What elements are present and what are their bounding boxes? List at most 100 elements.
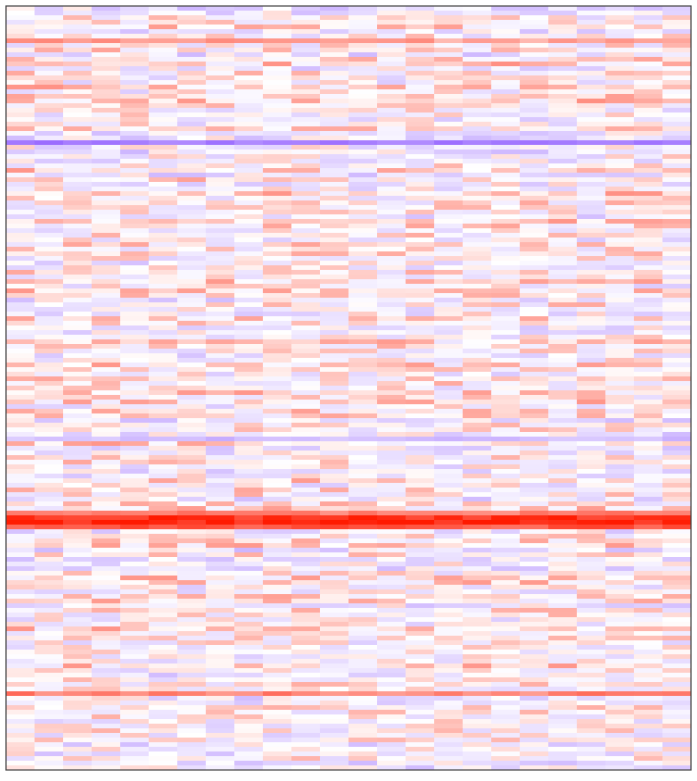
heatmap-cell [605,621,635,627]
heatmap-cell [177,209,207,215]
heatmap-cell [319,385,349,391]
heatmap-cell [633,339,663,345]
heatmap-cell [462,288,492,294]
heatmap-cell [605,84,635,90]
heatmap-cell [548,478,578,484]
heatmap-cell [234,325,264,331]
heatmap-cell [148,682,178,688]
heatmap-cell [405,200,435,206]
heatmap-cell [177,723,207,729]
heatmap-cell [662,557,692,563]
heatmap-cell [291,418,321,424]
heatmap-cell [34,256,64,262]
heatmap-cell [519,163,549,169]
heatmap-cell [462,700,492,706]
heatmap-cell [91,214,121,220]
heatmap-cell [576,89,606,95]
heatmap-cell [348,751,378,757]
heatmap-cell [434,658,464,664]
heatmap-cell [291,140,321,146]
heatmap-cell [491,607,521,613]
heatmap-cell [205,47,235,53]
heatmap-cell [519,515,549,521]
heatmap-cell [548,344,578,350]
heatmap-cell [462,473,492,479]
heatmap-cell [262,529,292,535]
heatmap-cell [34,455,64,461]
heatmap-cell [319,455,349,461]
heatmap-cell [576,649,606,655]
heatmap-cell [434,75,464,81]
heatmap-cell [91,557,121,563]
heatmap-cell [120,89,150,95]
heatmap-cell [6,376,35,382]
heatmap-cell [491,557,521,563]
heatmap-cell [91,93,121,100]
heatmap-cell [434,316,464,322]
heatmap-cell [262,580,292,586]
heatmap-cell [462,385,492,391]
heatmap-cell [348,404,378,410]
heatmap-cell [148,237,178,243]
heatmap-cell [291,603,321,609]
heatmap-cell [34,408,64,414]
heatmap-cell [633,649,663,655]
heatmap-cell [377,626,406,632]
heatmap-cell [633,533,663,539]
heatmap-cell [148,205,178,211]
heatmap-cell [63,594,93,600]
heatmap-cell [605,580,635,586]
heatmap-cell [633,459,663,465]
heatmap-cell [462,427,492,433]
heatmap-cell [633,181,663,187]
heatmap-cell [120,654,150,660]
heatmap-cell [34,246,64,252]
heatmap-cell [319,714,349,720]
heatmap-cell [491,205,521,211]
heatmap-cell [291,552,321,558]
heatmap-cell [633,195,663,201]
heatmap-cell [6,163,35,169]
heatmap-cell [63,760,93,766]
heatmap-cell [91,635,121,641]
heatmap-cell [548,149,578,155]
heatmap-cell [234,186,264,192]
heatmap-cell [405,385,435,391]
heatmap-cell [6,121,35,127]
heatmap-cell [462,89,492,95]
heatmap-cell [377,617,406,623]
heatmap-cell [348,607,378,613]
heatmap-cell [291,177,321,183]
heatmap-cell [605,700,635,706]
heatmap-cell [262,501,292,507]
heatmap-cell [205,658,235,664]
heatmap-cell [348,47,378,53]
heatmap-cell [605,594,635,600]
heatmap-cell [548,376,578,382]
heatmap-cell [148,394,178,400]
heatmap-cell [491,404,521,410]
heatmap-cell [348,621,378,627]
heatmap-cell [605,232,635,238]
heatmap-cell [662,640,692,646]
heatmap-cell [519,732,549,738]
heatmap-cell [462,200,492,206]
heatmap-cell [34,334,64,340]
heatmap-cell [434,617,464,623]
heatmap-cell [405,316,435,322]
heatmap-cell [63,547,93,553]
heatmap-cell [91,538,121,544]
heatmap-cell [576,112,606,118]
heatmap-cell [405,547,435,553]
heatmap-cell [34,445,64,451]
heatmap-cell [548,524,578,530]
heatmap-cell [6,279,35,285]
heatmap-cell [63,644,93,651]
heatmap-cell [177,357,207,363]
heatmap-cell [576,357,606,363]
heatmap-cell [234,561,264,567]
heatmap-cell [319,223,349,229]
heatmap-cell [462,306,492,312]
heatmap-cell [6,399,35,405]
